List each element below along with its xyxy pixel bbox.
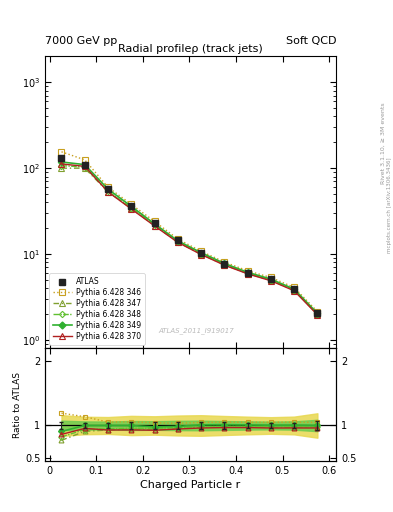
Text: mcplots.cern.ch [arXiv:1306.3436]: mcplots.cern.ch [arXiv:1306.3436] [387, 157, 391, 252]
Text: Rivet 3.1.10, ≥ 3M events: Rivet 3.1.10, ≥ 3M events [381, 102, 386, 184]
Title: Radial profileρ (track jets): Radial profileρ (track jets) [118, 44, 263, 54]
Text: ATLAS_2011_I919017: ATLAS_2011_I919017 [158, 328, 234, 334]
Text: 7000 GeV pp: 7000 GeV pp [45, 36, 118, 46]
Y-axis label: Ratio to ATLAS: Ratio to ATLAS [13, 372, 22, 438]
X-axis label: Charged Particle r: Charged Particle r [140, 480, 241, 490]
Text: Soft QCD: Soft QCD [286, 36, 336, 46]
Legend: ATLAS, Pythia 6.428 346, Pythia 6.428 347, Pythia 6.428 348, Pythia 6.428 349, P: ATLAS, Pythia 6.428 346, Pythia 6.428 34… [49, 273, 145, 345]
